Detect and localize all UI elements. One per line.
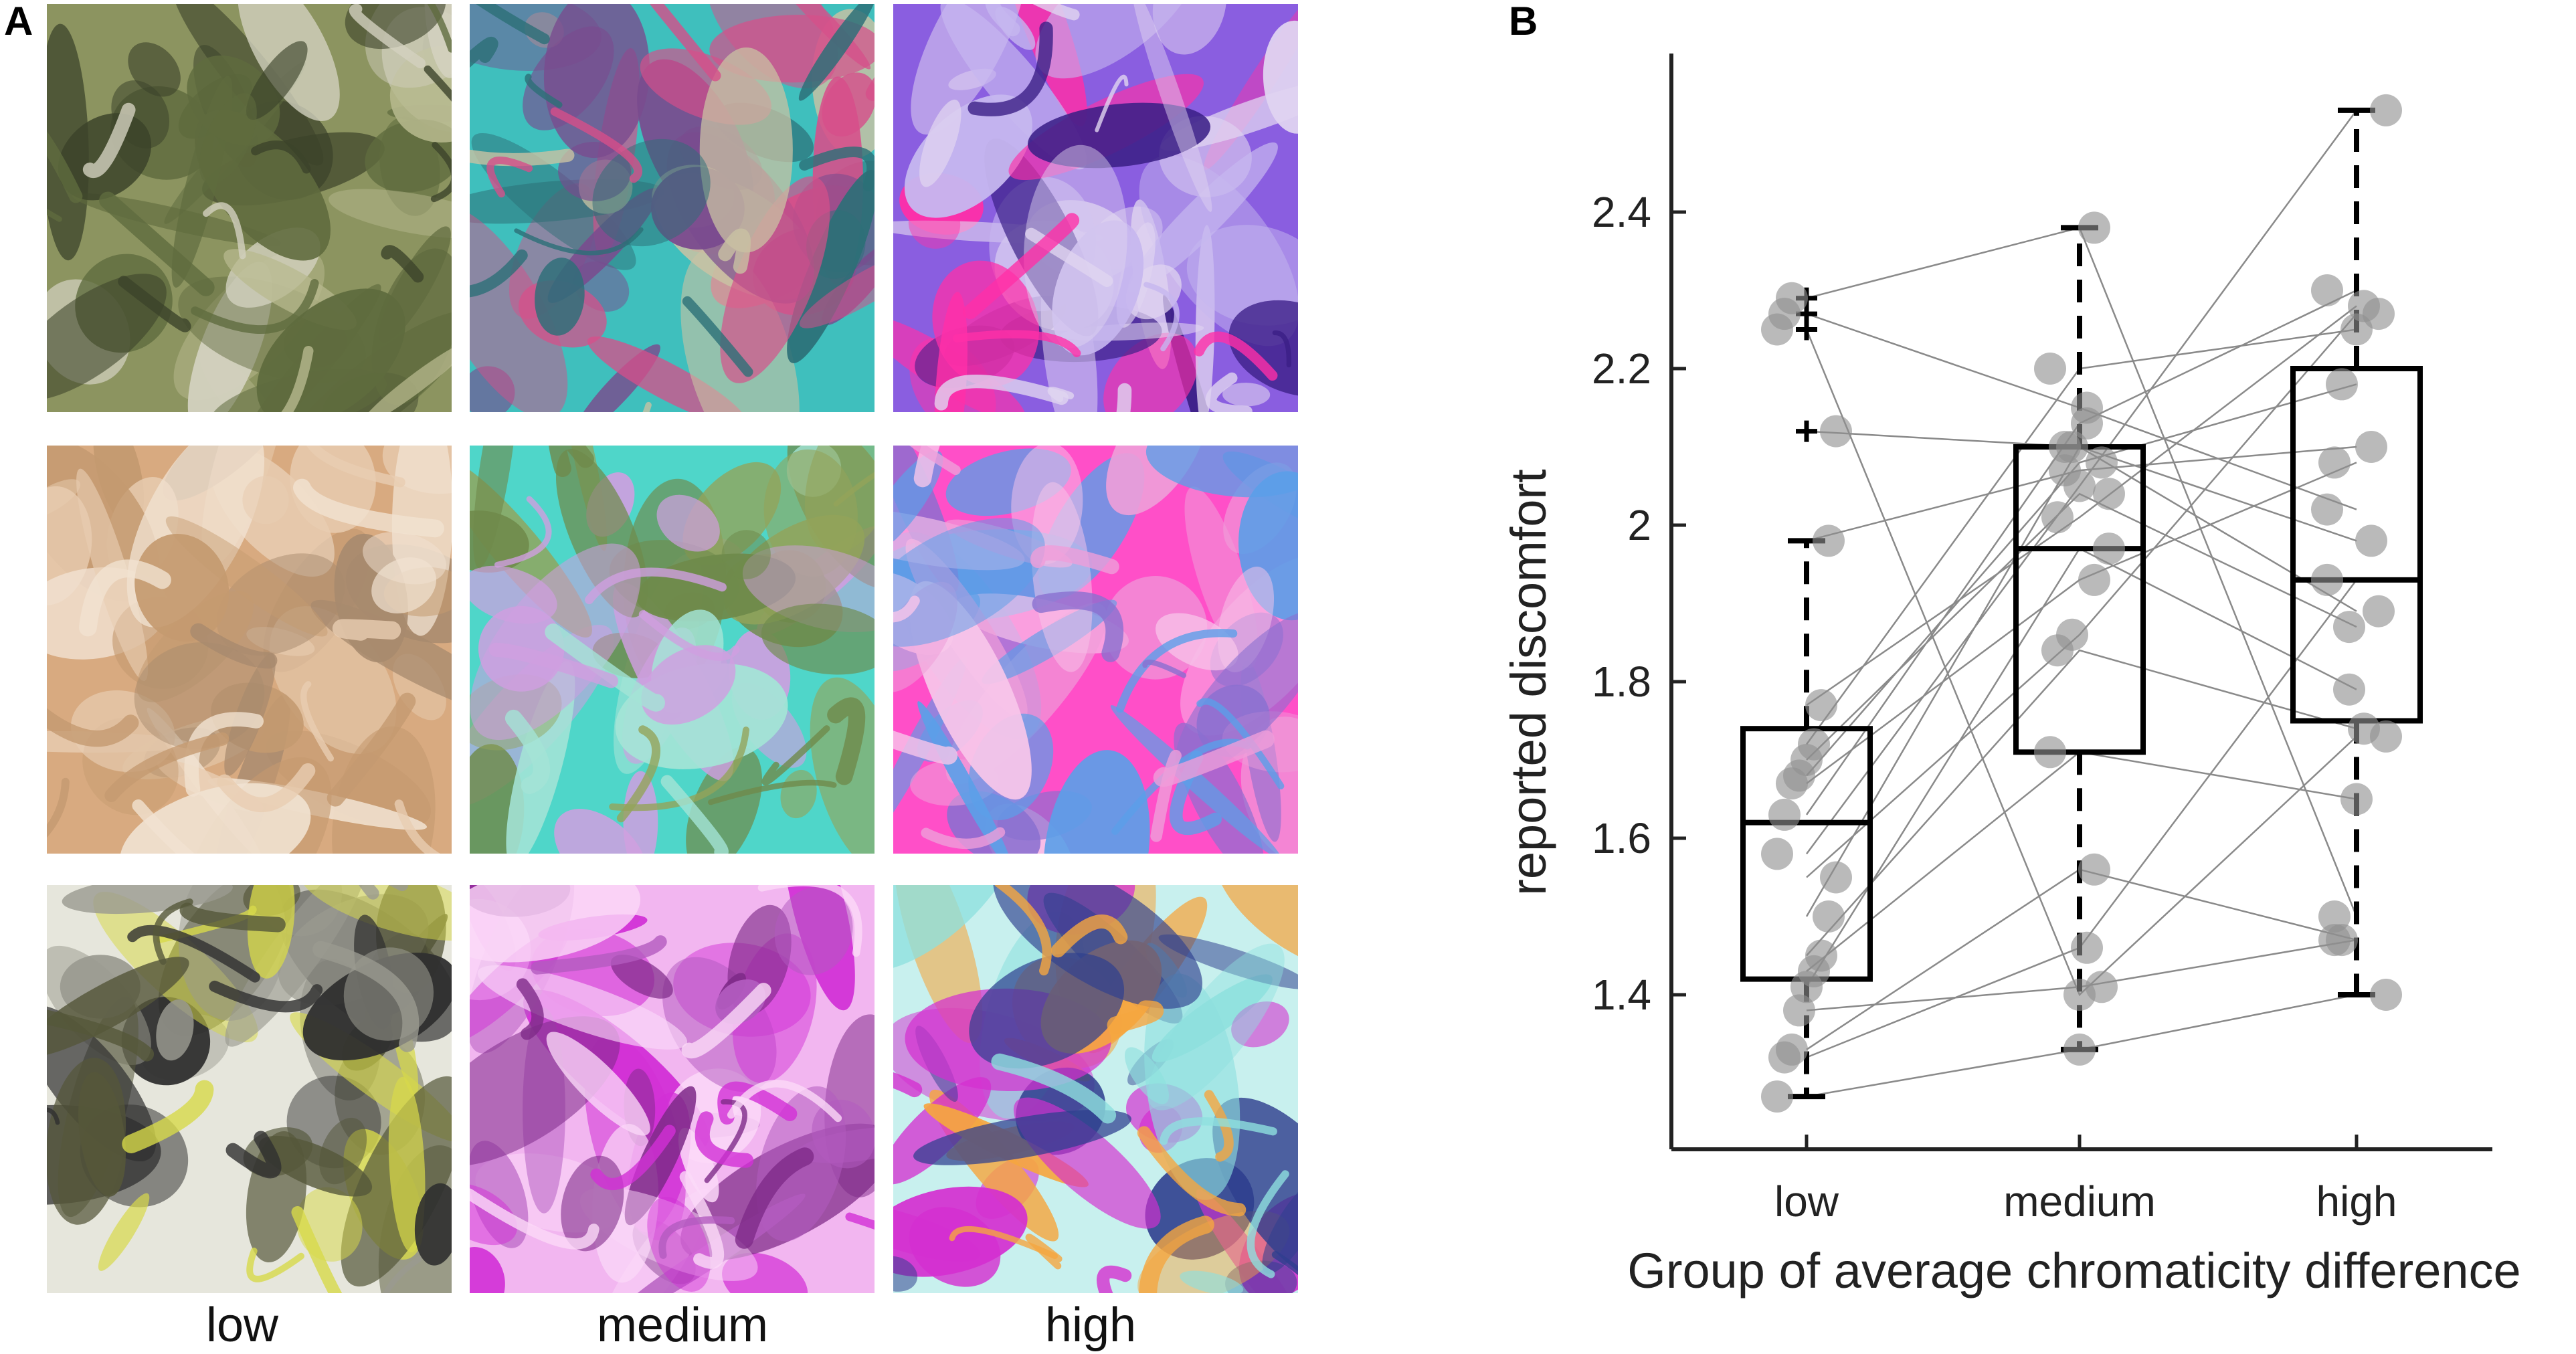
point-high-21	[2318, 900, 2351, 933]
point-medium-16	[2041, 501, 2074, 534]
boxplot-chart: 1.4 1.6 1.8 2 2.2 2.4 low medium high	[1592, 54, 2492, 1226]
point-medium-19	[2063, 979, 2096, 1011]
point-high-2	[2311, 563, 2343, 596]
x-axis-title: Group of average chromaticity difference	[1627, 1243, 2520, 1298]
y-tick-label-1.8: 1.8	[1592, 658, 1651, 706]
y-tick-label-1.6: 1.6	[1592, 814, 1651, 862]
point-medium-13	[2086, 446, 2118, 479]
point-medium-1	[2063, 1033, 2096, 1066]
point-high-12	[2318, 446, 2351, 479]
point-high-20	[2311, 493, 2343, 526]
point-low-7	[1805, 939, 1837, 972]
point-medium-2	[2071, 931, 2103, 964]
point-high-1	[2370, 979, 2402, 1011]
point-high-19	[2370, 720, 2402, 753]
y-tick-label-1.4: 1.4	[1592, 971, 1651, 1019]
point-low-1	[1761, 1080, 1793, 1113]
point-high-5	[2333, 673, 2365, 706]
point-medium-15	[2034, 353, 2066, 385]
painting-thumbnail-abstract-painting-3-high	[893, 885, 1298, 1293]
subject-line-7	[1806, 649, 2357, 957]
point-medium-3	[2078, 853, 2110, 886]
point-medium-6	[2034, 736, 2066, 769]
point-high-17	[2355, 431, 2387, 463]
point-high-16	[2348, 290, 2380, 322]
panel-a-label: A	[4, 0, 33, 43]
panel-a-image-grid	[47, 4, 1298, 1293]
point-high-13	[2326, 368, 2358, 401]
point-medium-9	[2056, 618, 2088, 651]
point-low-16	[1805, 689, 1837, 722]
point-medium-20	[2071, 391, 2103, 424]
y-tick-label-2.4: 2.4	[1592, 188, 1651, 236]
point-medium-12	[2078, 563, 2110, 596]
point-low-18	[1820, 415, 1852, 448]
point-medium-18	[2056, 431, 2088, 463]
point-medium-14	[2093, 478, 2125, 510]
col-label-low: low	[206, 1298, 279, 1352]
x-tick-label-high: high	[2316, 1177, 2397, 1226]
painting-thumbnail-abstract-painting-2-medium	[470, 446, 875, 854]
point-low-11	[1768, 798, 1801, 831]
point-high-6	[2340, 783, 2373, 815]
x-tick-label-medium: medium	[2003, 1177, 2156, 1226]
point-high-14	[2333, 611, 2365, 644]
painting-thumbnail-abstract-painting-1-high	[893, 4, 1298, 412]
point-low-21	[1776, 282, 1808, 314]
painting-thumbnail-abstract-painting-1-low	[47, 4, 452, 412]
point-low-10	[1761, 838, 1793, 870]
point-high-11	[2311, 274, 2343, 306]
point-low-9	[1820, 861, 1852, 894]
point-high-10	[2370, 94, 2402, 126]
point-medium-5	[2093, 533, 2125, 565]
painting-thumbnail-abstract-painting-2-high	[893, 446, 1298, 854]
point-low-3	[1776, 1033, 1808, 1066]
panel-b-label: B	[1509, 0, 1538, 43]
point-low-15	[1798, 728, 1830, 761]
painting-thumbnail-abstract-painting-3-low	[47, 885, 452, 1293]
point-medium-21	[2078, 211, 2110, 244]
y-tick-label-2.2: 2.2	[1592, 345, 1651, 393]
point-high-8	[2355, 524, 2387, 557]
painting-thumbnail-abstract-painting-2-low	[47, 446, 452, 854]
col-label-medium: medium	[597, 1298, 768, 1352]
painting-thumbnail-abstract-painting-1-medium	[470, 4, 875, 412]
point-low-17	[1813, 524, 1845, 557]
y-tick-label-2: 2	[1627, 501, 1651, 549]
col-label-high: high	[1045, 1298, 1136, 1352]
point-high-18	[2363, 595, 2395, 627]
subject-line-16	[1806, 305, 2357, 706]
x-tick-label-low: low	[1774, 1177, 1839, 1226]
painting-thumbnail-abstract-painting-3-medium	[470, 885, 875, 1293]
outlier-low-1	[1796, 420, 1817, 442]
y-axis-title: reported discomfort	[1501, 469, 1556, 896]
point-low-8	[1813, 900, 1845, 933]
